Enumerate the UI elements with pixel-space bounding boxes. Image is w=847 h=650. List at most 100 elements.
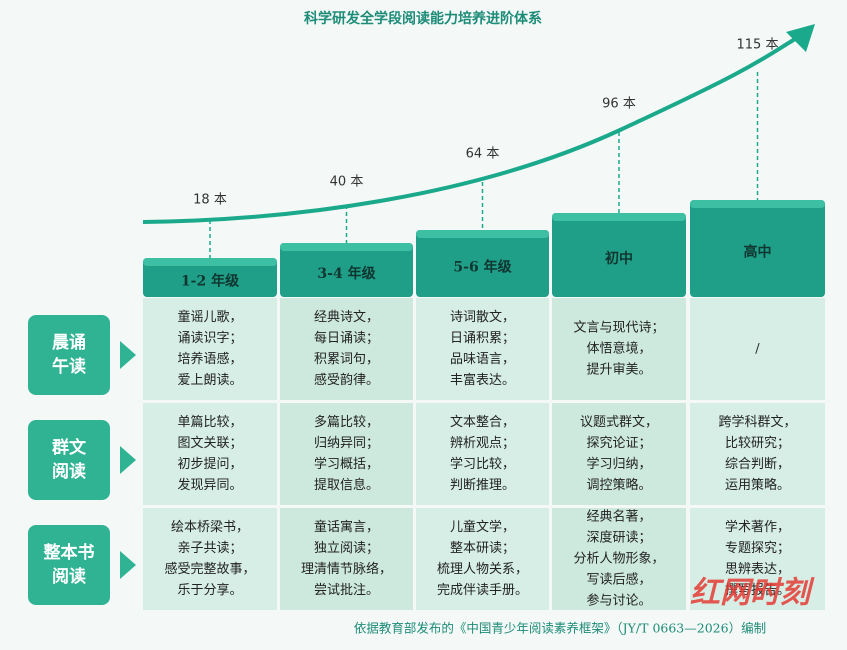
- row-label-box: [28, 525, 110, 605]
- cell-text: 儿童文学，: [450, 519, 515, 535]
- cell: [552, 298, 686, 400]
- row-arrow: [120, 446, 136, 474]
- cell-text: 亲子共读；: [177, 541, 242, 556]
- cell-text: 学习比较，: [450, 456, 515, 472]
- cell-text: 综合判断，: [725, 457, 790, 472]
- cell-text: 理清情节脉络，: [301, 561, 392, 577]
- cell-text: 诵读识字；: [177, 331, 242, 346]
- cell-text: 整本研读；: [450, 541, 515, 556]
- cell: [280, 403, 413, 505]
- cell-text: 乐于分享。: [177, 582, 242, 598]
- cell-text: 比较研究；: [725, 436, 790, 451]
- count-label: 115 本: [737, 38, 779, 53]
- count-label: 40 本: [330, 175, 364, 190]
- cell-text: 提升审美。: [586, 362, 651, 378]
- cell-text: 专题探究；: [725, 541, 790, 556]
- cell-text: 文本整合，: [450, 415, 515, 430]
- cell: [143, 403, 277, 505]
- cell-text: 思辨表达，: [725, 562, 790, 577]
- cell-text: 议题式群文，: [580, 415, 658, 430]
- row-label: 阅读: [52, 566, 86, 587]
- cell-text: 感受韵律。: [314, 372, 379, 388]
- cell: [690, 403, 825, 505]
- cell-text: 图文关联；: [177, 436, 242, 451]
- cell: [416, 403, 549, 505]
- cell-text: 绘本桥梁书，: [171, 520, 249, 535]
- count-label: 64 本: [466, 147, 500, 162]
- cell: [552, 403, 686, 505]
- stage-label: 高中: [744, 244, 772, 261]
- footer: 依据教育部发布的《中国青少年阅读素养框架》（JY/T 0663—2026）编制: [354, 621, 766, 636]
- cell: [143, 298, 277, 400]
- cell-text: /: [755, 342, 760, 357]
- row-label: 午读: [52, 356, 86, 377]
- cell: [416, 298, 549, 400]
- cell: [280, 298, 413, 400]
- cell-text: 经典诗文，: [314, 310, 379, 325]
- cell-text: 完成伴读手册。: [437, 583, 528, 598]
- cell-text: 判断推理。: [450, 478, 515, 493]
- cell-text: 培养语感，: [177, 351, 242, 367]
- cell-text: 感受完整故事，: [164, 561, 255, 577]
- stage-tab-top: [552, 213, 686, 221]
- stage-tab-top: [416, 230, 549, 238]
- stage-tab: [416, 230, 549, 297]
- cell-text: 童谣儿歌，: [177, 309, 242, 325]
- row-arrow: [120, 341, 136, 369]
- cell: [552, 508, 686, 610]
- title: 科学研发全学段阅读能力培养进阶体系: [304, 10, 542, 27]
- cell-text: 发现异同。: [177, 477, 242, 493]
- cell: [143, 508, 277, 610]
- row-label: 阅读: [52, 461, 86, 482]
- row-label: 群文: [52, 437, 87, 458]
- cell-text: 归纳异同；: [314, 436, 379, 451]
- cell-text: 调控策略。: [586, 477, 651, 493]
- cell-text: 分析人物形象，: [573, 552, 664, 567]
- stage-tab: [552, 213, 686, 297]
- cell-text: 探究论证；: [586, 436, 651, 451]
- stage-tab-top: [280, 243, 413, 251]
- stage-tab: [143, 258, 277, 297]
- cell-text: 学术著作，: [725, 519, 790, 535]
- stage-tab-top: [690, 200, 825, 208]
- arrow-head: [786, 24, 815, 52]
- cell-text: 品味语言，: [450, 352, 515, 367]
- cell-text: 学习概括，: [314, 456, 379, 472]
- count-label: 96 本: [602, 97, 636, 112]
- stage-tab: [690, 200, 825, 297]
- cell-text: 提取信息。: [314, 477, 379, 493]
- cell-text: 日诵积累；: [450, 331, 515, 346]
- count-label: 18 本: [193, 193, 227, 208]
- cell-text: 丰富表达。: [450, 372, 515, 388]
- stage-tab-top: [143, 258, 277, 266]
- cell-text: 积累词句，: [314, 352, 379, 367]
- stage-label: 3-4 年级: [317, 265, 376, 282]
- row-arrow: [120, 551, 136, 579]
- cell: [416, 508, 549, 610]
- row-label: 晨诵: [52, 333, 86, 353]
- cell: [690, 298, 825, 400]
- cell-text: 童话寓言，: [314, 519, 379, 535]
- stage-label: 5-6 年级: [453, 259, 512, 276]
- cell-text: 学习归纳，: [586, 456, 651, 472]
- cell-text: 多篇比较，: [314, 414, 379, 430]
- cell-text: 初步提问，: [177, 456, 242, 472]
- cell-text: 文言与现代诗；: [573, 321, 664, 336]
- cell-text: 撰写报告。: [725, 583, 790, 598]
- cell: [690, 508, 825, 610]
- cell-text: 深度研读；: [586, 530, 651, 546]
- row-label: 整本书: [44, 542, 95, 563]
- cell-text: 单篇比较，: [177, 415, 242, 430]
- cell-text: 参与讨论。: [586, 593, 651, 609]
- cell-text: 运用策略。: [725, 477, 790, 493]
- cell-text: 尝试批注。: [314, 583, 379, 598]
- cell-text: 独立阅读；: [314, 541, 379, 556]
- watermark: 红网时刻: [690, 576, 815, 611]
- cell-text: 每日诵读；: [314, 330, 379, 346]
- cell-text: 经典名著，: [586, 509, 651, 525]
- cell: [280, 508, 413, 610]
- stage-label: 1-2 年级: [181, 273, 240, 290]
- row-label-box: [28, 420, 110, 500]
- cell-text: 诗词散文，: [450, 310, 515, 325]
